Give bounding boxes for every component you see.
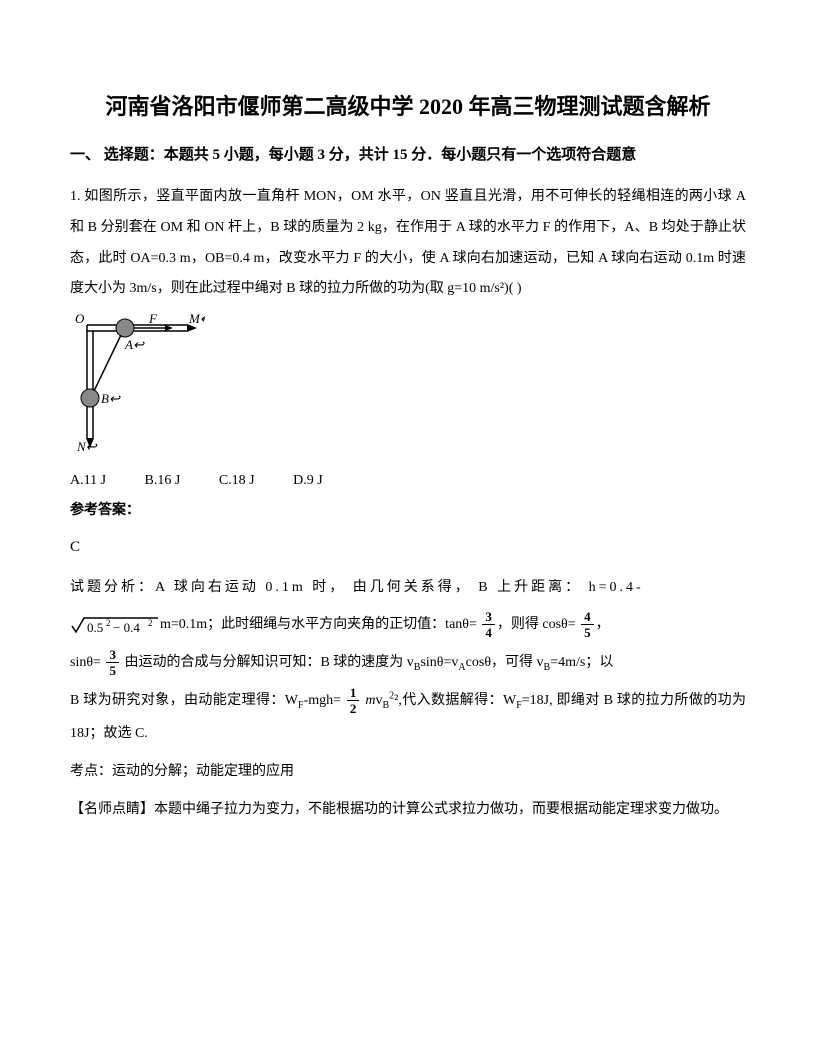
analysis-p3-mid2: m bbox=[365, 693, 375, 708]
option-c: C.18 J bbox=[219, 473, 255, 488]
answer-letter: C bbox=[70, 534, 746, 561]
analysis-p2-cosa: cosθ，可得 v bbox=[466, 655, 544, 670]
question-text: 1. 如图所示，竖直平面内放一直角杆 MON，OM 水平，ON 竖直且光滑，用不… bbox=[70, 182, 746, 305]
option-b: B.16 J bbox=[145, 473, 181, 488]
frac-1-2: 12 bbox=[347, 686, 360, 715]
sub-b3: B bbox=[382, 699, 389, 710]
options-row: A.11 J B.16 J C.18 J D.9 J bbox=[70, 468, 746, 493]
analysis-p1-end: ， bbox=[596, 617, 610, 632]
svg-text:2: 2 bbox=[106, 618, 111, 628]
label-B: B↩ bbox=[101, 391, 121, 406]
frac-3-4: 34 bbox=[482, 610, 495, 639]
dianqing-text: 本题中绳子拉力为变力，不能根据功的计算公式求拉力做功，而要根据动能定理求变力做功… bbox=[154, 802, 728, 817]
answer-label: 参考答案： bbox=[70, 498, 746, 523]
analysis-p2-mid: 由运动的合成与分解知识可知：B 球的速度为 v bbox=[121, 655, 414, 670]
analysis-p1-mid2: ，则得 cosθ= bbox=[497, 617, 576, 632]
analysis-p2-prefix: sinθ= bbox=[70, 655, 101, 670]
sub-a1: A bbox=[458, 662, 465, 673]
analysis-p3-mid1: -mgh= bbox=[304, 693, 341, 708]
option-d: D.9 J bbox=[293, 473, 323, 488]
analysis-p1-prefix: A 球向右运动 0.1m 时， 由几何关系得， B 上升距离： h=0.4- bbox=[155, 580, 644, 595]
kaodian-text: 运动的分解；动能定理的应用 bbox=[112, 764, 294, 779]
analysis-label: 试题分析： bbox=[70, 580, 155, 595]
analysis-p3-prefix: B 球为研究对象，由动能定理得：W bbox=[70, 693, 298, 708]
svg-text:− 0.4: − 0.4 bbox=[113, 620, 140, 635]
label-M: M↩ bbox=[188, 313, 205, 326]
frac-3-5: 35 bbox=[106, 648, 119, 677]
svg-text:0.5: 0.5 bbox=[87, 620, 103, 635]
label-A: A↩ bbox=[124, 337, 145, 352]
section-heading: 一、 选择题：本题共 5 小题，每小题 3 分，共计 15 分．每小题只有一个选… bbox=[70, 143, 746, 167]
page-title: 河南省洛阳市偃师第二高级中学 2020 年高三物理测试题含解析 bbox=[70, 90, 746, 123]
label-N: N↩ bbox=[76, 439, 98, 453]
question-body: 如图所示，竖直平面内放一直角杆 MON，OM 水平，ON 竖直且光滑，用不可伸长… bbox=[70, 189, 746, 296]
kaodian-label: 考点： bbox=[70, 764, 112, 779]
analysis-block: 试题分析：A 球向右运动 0.1m 时， 由几何关系得， B 上升距离： h=0… bbox=[70, 571, 746, 827]
analysis-p1-mid: m=0.1m；此时细绳与水平方向夹角的正切值：tanθ= bbox=[160, 617, 477, 632]
frac-4-5: 45 bbox=[581, 610, 594, 639]
dianqing-label: 【名师点睛】 bbox=[70, 802, 154, 817]
label-F: F bbox=[148, 313, 158, 326]
option-a: A.11 J bbox=[70, 473, 106, 488]
analysis-p3-mid3: ²,代入数据解得：W bbox=[394, 693, 516, 708]
svg-text:2: 2 bbox=[148, 618, 153, 628]
question-number: 1. bbox=[70, 189, 81, 204]
sqrt-expr: 0.5 2 − 0.4 2 bbox=[70, 608, 160, 642]
analysis-p2-end: =4m/s；以 bbox=[550, 655, 613, 670]
physics-diagram: O F M↩ A↩ B↩ N↩ bbox=[75, 313, 746, 458]
label-O: O bbox=[75, 313, 85, 326]
analysis-p2-sinb: sinθ=v bbox=[420, 655, 458, 670]
